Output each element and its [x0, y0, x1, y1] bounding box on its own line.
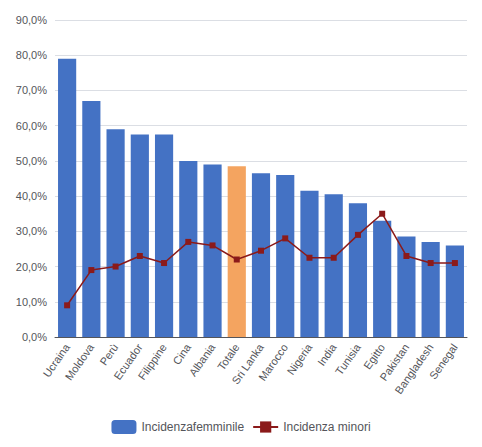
- svg-text:Moldova: Moldova: [63, 341, 97, 383]
- svg-text:40,0%: 40,0%: [16, 190, 47, 202]
- svg-text:Incidenza minori: Incidenza minori: [283, 420, 370, 434]
- svg-text:Perù: Perù: [97, 342, 120, 368]
- svg-text:Totale: Totale: [215, 341, 242, 373]
- svg-text:50,0%: 50,0%: [16, 155, 47, 167]
- svg-text:Egitto: Egitto: [361, 341, 388, 372]
- svg-text:Marocco: Marocco: [256, 342, 290, 383]
- svg-text:Ecuador: Ecuador: [111, 341, 145, 382]
- svg-text:Bangladesh: Bangladesh: [392, 342, 435, 396]
- svg-text:90,0%: 90,0%: [16, 14, 47, 26]
- svg-text:India: India: [315, 341, 339, 368]
- svg-text:Incidenzafemminile: Incidenzafemminile: [141, 420, 244, 434]
- svg-text:60,0%: 60,0%: [16, 120, 47, 132]
- svg-text:Cina: Cina: [170, 341, 193, 367]
- svg-text:30,0%: 30,0%: [16, 225, 47, 237]
- svg-text:Ucraina: Ucraina: [40, 341, 72, 380]
- svg-text:Nigeria: Nigeria: [285, 341, 315, 377]
- svg-text:Tunisia: Tunisia: [333, 341, 363, 377]
- svg-text:0,0%: 0,0%: [22, 331, 47, 343]
- svg-text:20,0%: 20,0%: [16, 261, 47, 273]
- svg-text:Albania: Albania: [187, 341, 218, 379]
- svg-text:Pakistan: Pakistan: [377, 341, 412, 383]
- svg-text:Senegal: Senegal: [427, 342, 460, 382]
- svg-text:Sri Lanka: Sri Lanka: [229, 341, 266, 387]
- svg-text:10,0%: 10,0%: [16, 296, 47, 308]
- svg-text:Filippine: Filippine: [136, 342, 169, 382]
- svg-text:80,0%: 80,0%: [16, 49, 47, 61]
- svg-text:70,0%: 70,0%: [16, 84, 47, 96]
